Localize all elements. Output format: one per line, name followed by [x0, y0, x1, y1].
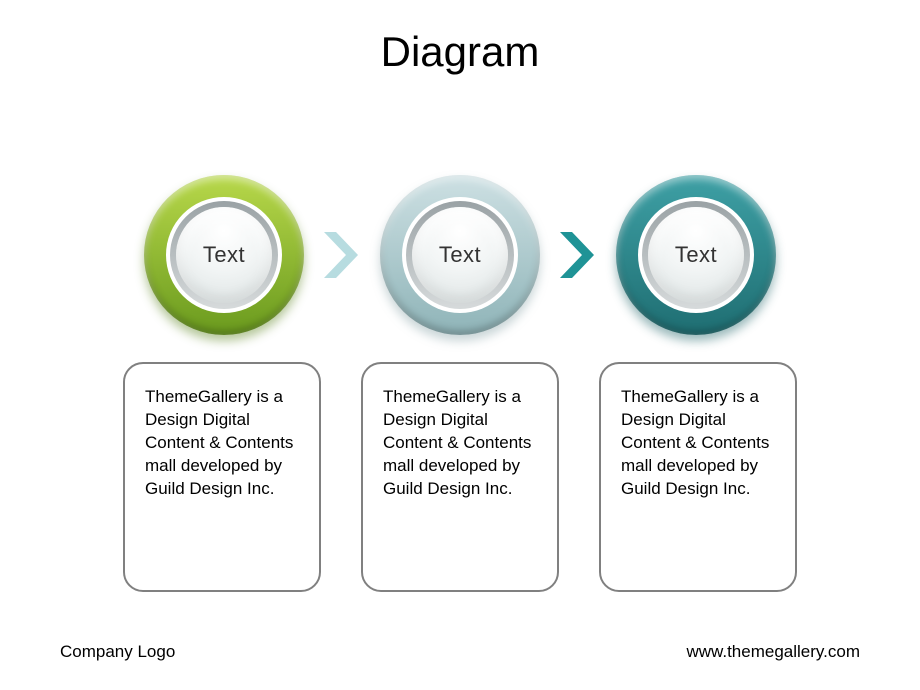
chevron-right-icon [322, 230, 362, 280]
circle-inner: Text [648, 207, 744, 303]
description-box-2: ThemeGallery is a Design Digital Content… [361, 362, 559, 592]
page-title: Diagram [0, 0, 920, 76]
circle-label: Text [439, 242, 481, 268]
circle-label: Text [675, 242, 717, 268]
circle-inner: Text [412, 207, 508, 303]
process-circle-1: Text [144, 175, 304, 335]
circle-row: Text Text Text [0, 175, 920, 335]
circle-inner: Text [176, 207, 272, 303]
footer-url: www.themegallery.com [686, 642, 860, 662]
circle-label: Text [203, 242, 245, 268]
process-circle-2: Text [380, 175, 540, 335]
description-box-1: ThemeGallery is a Design Digital Content… [123, 362, 321, 592]
footer-company-logo: Company Logo [60, 642, 175, 662]
description-row: ThemeGallery is a Design Digital Content… [0, 362, 920, 592]
chevron-right-icon [558, 230, 598, 280]
description-box-3: ThemeGallery is a Design Digital Content… [599, 362, 797, 592]
process-circle-3: Text [616, 175, 776, 335]
